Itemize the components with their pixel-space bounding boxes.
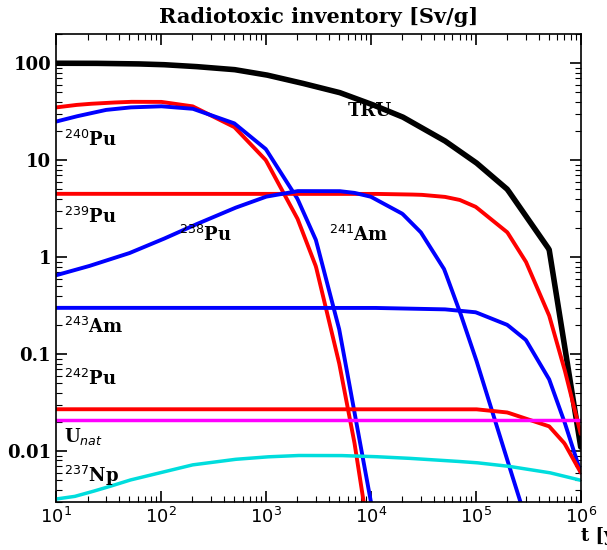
Text: $^{241}$Am: $^{241}$Am	[329, 225, 388, 245]
Title: Radiotoxic inventory [Sv/g]: Radiotoxic inventory [Sv/g]	[158, 7, 478, 27]
Text: $^{238}$Pu: $^{238}$Pu	[180, 225, 232, 245]
Text: $^{243}$Am: $^{243}$Am	[64, 317, 124, 337]
Text: U$_{nat}$: U$_{nat}$	[64, 426, 103, 447]
Text: $^{239}$Pu: $^{239}$Pu	[64, 207, 117, 227]
Text: TRU: TRU	[348, 102, 392, 120]
Text: $^{240}$Pu: $^{240}$Pu	[64, 130, 117, 151]
Text: $^{237}$Np: $^{237}$Np	[64, 464, 120, 488]
X-axis label: t [y]: t [y]	[581, 527, 607, 546]
Text: $^{242}$Pu: $^{242}$Pu	[64, 369, 117, 389]
